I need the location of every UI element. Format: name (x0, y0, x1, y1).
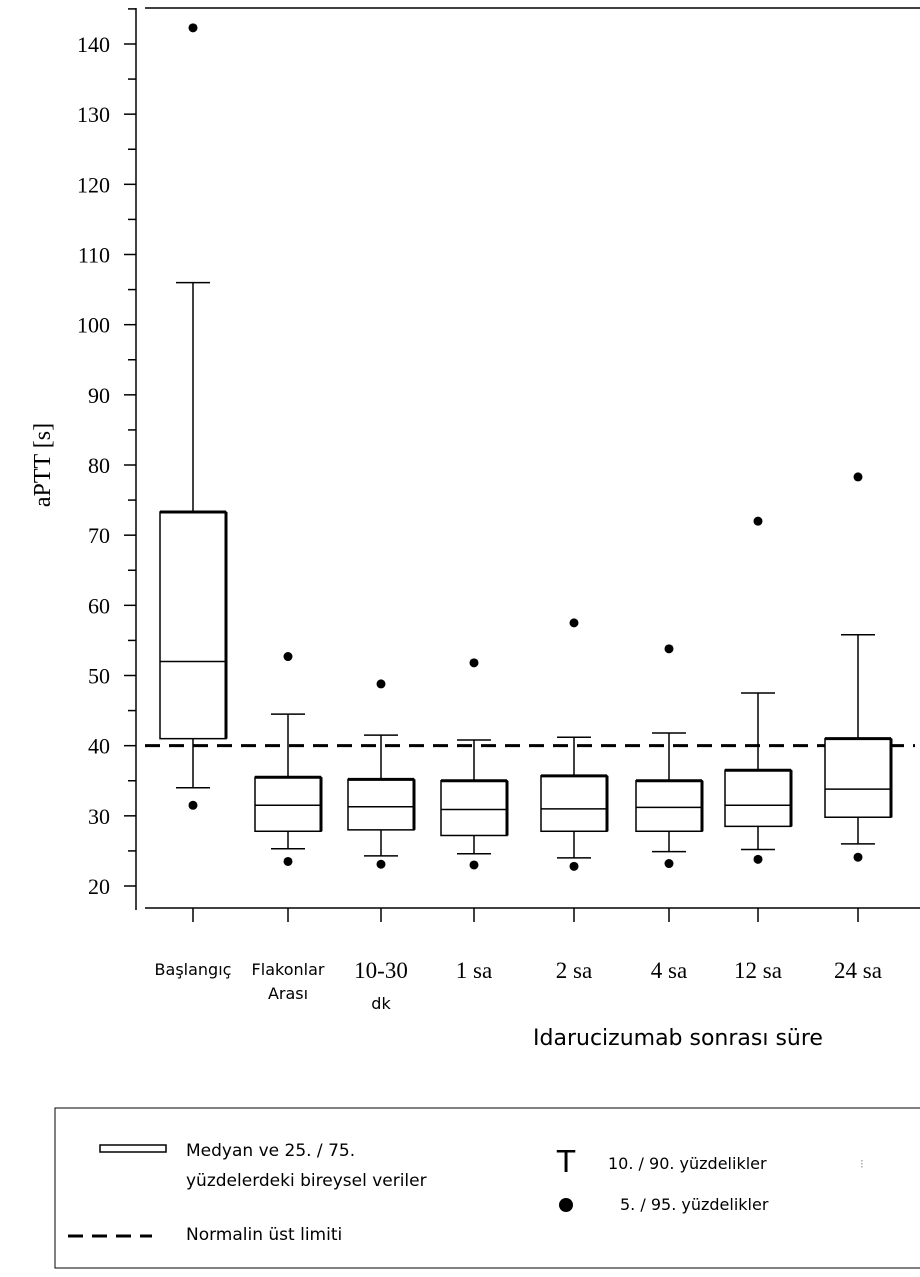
iqr-box (824, 737, 892, 818)
y-tick-label: 130 (77, 102, 110, 127)
y-tick-label: 140 (77, 32, 110, 57)
p95-point (753, 516, 763, 526)
box-group (724, 516, 793, 864)
legend-stray-mark: ⁝ (860, 1157, 864, 1171)
box-series (159, 23, 893, 871)
x-axis-ticks (192, 908, 859, 922)
p5-point (569, 861, 579, 871)
x-tick-label: dk (371, 994, 391, 1013)
box-group (440, 658, 509, 870)
x-axis-title: Idarucizumab sonrası süre (533, 1026, 823, 1051)
x-tick-label: 12 sa (734, 958, 782, 983)
legend-dot-symbol (559, 1198, 573, 1212)
y-tick-label: 40 (88, 734, 110, 759)
box-group (159, 23, 228, 810)
iqr-box (635, 779, 703, 833)
p5-point (283, 856, 293, 866)
legend-box-symbol (99, 1144, 167, 1153)
iqr-box (159, 511, 227, 740)
box-group (540, 618, 609, 871)
legend-dot-label: 5. / 95. yüzdelikler (620, 1195, 769, 1214)
x-tick-label: Arası (268, 984, 308, 1003)
p95-point (569, 618, 579, 628)
iqr-box (347, 778, 415, 831)
legend-t-label: 10. / 90. yüzdelikler (608, 1154, 767, 1173)
box-group (347, 679, 416, 869)
y-tick-label: 80 (88, 453, 110, 478)
legend-t-symbol: T (556, 1145, 576, 1180)
x-tick-label: 4 sa (651, 958, 687, 983)
x-tick-labels: Başlangıç Flakonlar Arası 10-30 dk 1 sa 2 sa 4 … (155, 958, 882, 1013)
y-tick-label: 50 (88, 663, 110, 688)
y-axis-title: aPTT [s] (30, 423, 56, 507)
p5-point (469, 860, 479, 870)
y-tick-label: 90 (88, 383, 110, 408)
p95-point (664, 644, 674, 654)
box-group (824, 472, 893, 862)
legend: Medyan ve 25. / 75. yüzdelerdeki bireyse… (54, 1107, 920, 1269)
x-tick-label: Başlangıç (155, 960, 232, 979)
iqr-box (724, 769, 792, 828)
p95-point (188, 23, 198, 33)
y-tick-label: 100 (77, 313, 110, 338)
x-tick-label: 1 sa (456, 958, 492, 983)
y-axis-ticks: 20 30 40 50 60 70 80 90 100 110 120 130 140 (77, 8, 136, 899)
p5-point (853, 852, 863, 862)
x-tick-label: 24 sa (834, 958, 882, 983)
legend-dash-label: Normalin üst limiti (186, 1225, 342, 1245)
iqr-box (540, 775, 608, 833)
legend-box-label-line1: Medyan ve 25. / 75. (186, 1141, 355, 1161)
iqr-box (254, 776, 322, 833)
y-tick-label: 120 (77, 172, 110, 197)
p5-point (188, 800, 198, 810)
p95-point (853, 472, 863, 482)
y-tick-label: 30 (88, 804, 110, 829)
x-tick-label: 2 sa (556, 958, 592, 983)
p95-point (376, 679, 386, 689)
legend-frame (54, 1107, 920, 1269)
p5-point (753, 854, 763, 864)
p5-point (664, 859, 674, 869)
y-tick-label: 110 (78, 242, 110, 267)
box-group (635, 644, 704, 869)
p95-point (469, 658, 479, 668)
y-tick-label: 70 (88, 523, 110, 548)
y-tick-label: 60 (88, 593, 110, 618)
box-group (254, 652, 323, 866)
x-tick-label: 10-30 (354, 958, 408, 983)
y-tick-label: 20 (88, 874, 110, 899)
x-tick-label: Flakonlar (252, 960, 325, 979)
p95-point (283, 652, 293, 662)
p5-point (376, 859, 386, 869)
iqr-box (440, 779, 508, 837)
legend-box-label-line2: yüzdelerdeki bireysel veriler (186, 1171, 427, 1191)
